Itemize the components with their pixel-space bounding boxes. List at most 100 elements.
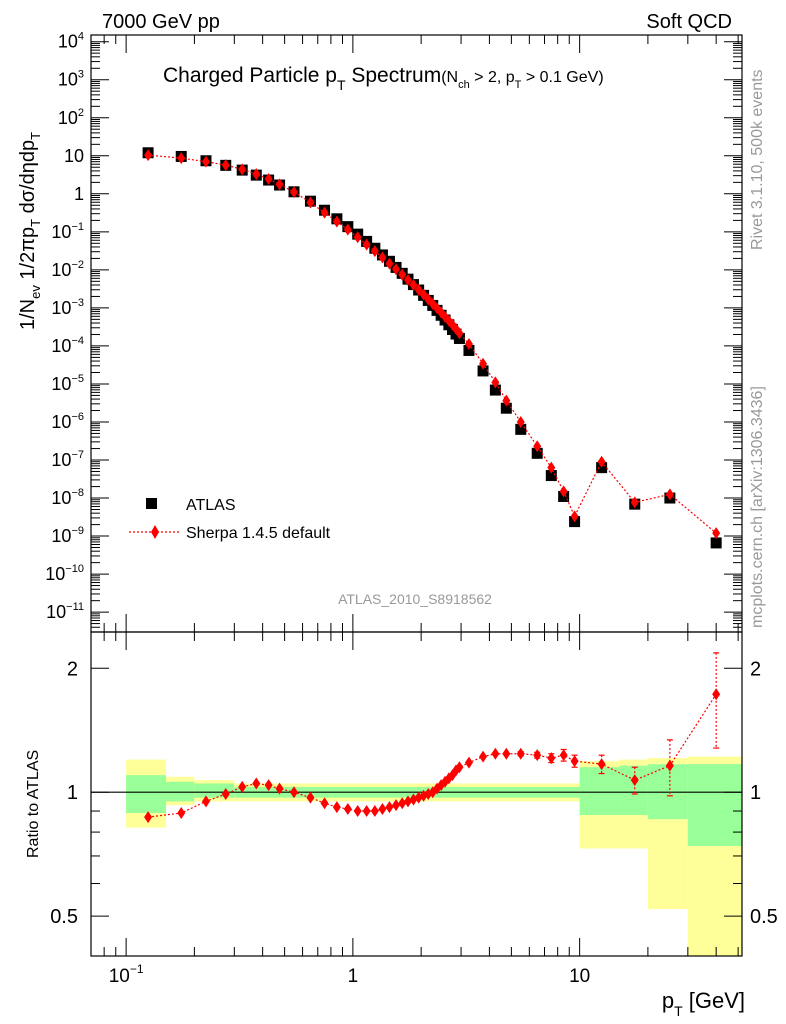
- main-ytick-label: 10−2: [51, 259, 84, 280]
- legend-mc-label: Sherpa 1.4.5 default: [186, 525, 331, 542]
- ratio-point: [144, 811, 153, 824]
- ratio-ytick-label-right: 0.5: [750, 906, 778, 928]
- main-ytick-label: 10−3: [51, 297, 84, 318]
- beam-energy-label: 7000 GeV pp: [102, 11, 220, 33]
- sherpa-point: [385, 257, 394, 270]
- mcplots-reference-label: mcplots.cern.ch [arXiv:1306.3436]: [749, 386, 766, 628]
- sherpa-point: [370, 245, 379, 258]
- ratio-point: [177, 807, 186, 820]
- sherpa-point: [409, 278, 418, 291]
- main-ytick-label: 10−4: [51, 335, 84, 356]
- band-stat-0: [126, 775, 167, 814]
- sherpa-point: [201, 155, 210, 168]
- atlas-point: [489, 384, 501, 396]
- main-ylabel: 1/Nev 1/2πpT dσ/dηdpT: [17, 132, 43, 330]
- sherpa-point: [144, 149, 153, 162]
- main-ytick-label: 10−9: [51, 525, 84, 546]
- ratio-point: [238, 780, 247, 793]
- sherpa-point: [570, 510, 579, 523]
- main-ytick-label: 104: [58, 31, 84, 52]
- main-ytick-label: 10−6: [51, 411, 84, 432]
- band-stat-1: [166, 781, 195, 802]
- ratio-point: [378, 803, 387, 816]
- ratio-point: [516, 747, 525, 760]
- band-stat-5: [619, 765, 648, 816]
- ratio-point: [597, 758, 606, 771]
- sherpa-point: [516, 415, 525, 428]
- plot-title: Charged Particle pT Spectrum(Nch > 2, pT…: [163, 64, 604, 93]
- ratio-point: [464, 756, 473, 769]
- main-ytick-label: 10−10: [45, 563, 84, 584]
- sherpa-point: [343, 223, 352, 236]
- atlas-point: [515, 423, 527, 435]
- ratio-point: [630, 774, 639, 787]
- band-stat-7: [687, 764, 742, 847]
- sherpa-line: [148, 154, 717, 534]
- sherpa-point: [502, 394, 511, 407]
- atlas-point: [531, 447, 543, 459]
- ratio-point: [665, 759, 674, 772]
- ratio-point: [201, 795, 210, 808]
- sherpa-point: [455, 327, 464, 340]
- ratio-ytick-label-left: 1: [67, 782, 78, 804]
- sherpa-point: [290, 186, 299, 199]
- ratio-point: [385, 801, 394, 814]
- legend-mc-marker: [151, 525, 159, 539]
- ratio-point: [332, 801, 341, 814]
- ratio-point: [403, 795, 412, 808]
- ratio-ytick-label-right: 1: [750, 782, 761, 804]
- sherpa-point: [491, 376, 500, 389]
- atlas-point: [545, 470, 557, 482]
- atlas-point: [463, 344, 475, 356]
- sherpa-point: [464, 338, 473, 351]
- ratio-point: [479, 750, 488, 763]
- sherpa-point: [306, 196, 315, 209]
- atlas-point: [500, 402, 512, 414]
- sherpa-point: [177, 152, 186, 165]
- ratio-point: [370, 805, 379, 818]
- sherpa-point: [533, 440, 542, 453]
- sherpa-point: [362, 238, 371, 251]
- atlas-point: [477, 365, 489, 377]
- ratio-point: [533, 749, 542, 762]
- ratio-point: [320, 797, 329, 810]
- ratio-xtick-label: 10: [569, 966, 590, 987]
- ratio-xtick-label: 10−1: [109, 962, 144, 987]
- sherpa-point: [320, 206, 329, 219]
- main-ytick-label: 10: [64, 146, 84, 166]
- main-ytick-label: 10−8: [51, 487, 84, 508]
- main-ytick-label: 10−7: [51, 449, 84, 470]
- ratio-axis: 10−1 1 10 0.5 0.5 1 1 2 2: [50, 632, 778, 987]
- main-ytick-label: 103: [58, 69, 84, 90]
- main-ytick-label: 102: [58, 107, 84, 128]
- ratio-point: [547, 752, 556, 765]
- process-label: Soft QCD: [646, 11, 732, 33]
- ratio-point: [306, 791, 315, 804]
- sherpa-point: [398, 268, 407, 281]
- ratio-point: [559, 749, 568, 762]
- ratio-point: [455, 761, 464, 774]
- main-series: [142, 147, 722, 549]
- ratio-point: [275, 782, 284, 795]
- legend-data-label: ATLAS: [186, 497, 236, 514]
- main-ytick-label: 10−11: [46, 601, 84, 622]
- main-axis: 10−1110−1010−910−810−710−610−510−410−310…: [45, 31, 742, 633]
- ratio-point: [252, 777, 261, 790]
- main-ytick-label: 1: [74, 184, 84, 204]
- ratio-ytick-label-left: 0.5: [50, 906, 78, 928]
- analysis-watermark: ATLAS_2010_S8918562: [338, 591, 492, 607]
- rivet-version-label: Rivet 3.1.10, 500k events: [749, 69, 766, 250]
- sherpa-point: [221, 159, 230, 172]
- sherpa-point: [547, 461, 556, 474]
- sherpa-point: [252, 168, 261, 181]
- ratio-ytick-label-right: 2: [750, 658, 761, 680]
- sherpa-point: [353, 231, 362, 244]
- ratio-point: [221, 787, 230, 800]
- sherpa-point: [712, 527, 721, 540]
- sherpa-point: [630, 496, 639, 509]
- ratio-point: [570, 755, 579, 768]
- ratio-ytick-label-left: 2: [67, 658, 78, 680]
- sherpa-point: [597, 455, 606, 468]
- sherpa-point: [392, 263, 401, 276]
